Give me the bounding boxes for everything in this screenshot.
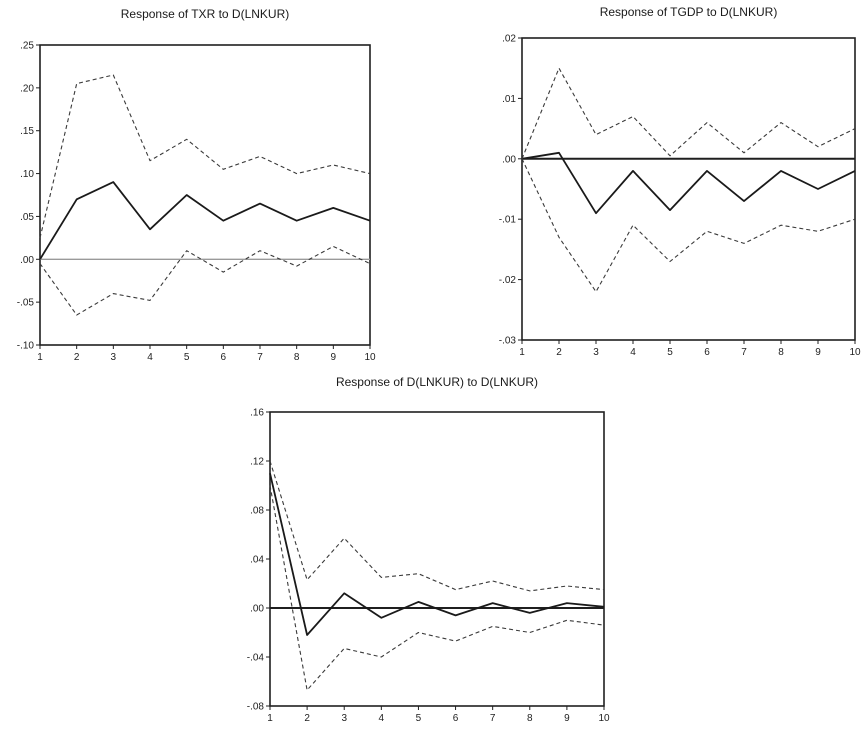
x-tick-label: 9 <box>564 713 570 724</box>
x-tick-label: 3 <box>111 352 117 363</box>
chart-panel-2: Response of TGDP to D(LNKUR) .02 .01 .00 -.0… <box>499 5 861 358</box>
x-tick-label: 7 <box>257 352 263 363</box>
response-line <box>521 151 856 215</box>
y-tick-label: .20 <box>20 83 34 94</box>
response-line <box>269 473 605 636</box>
chart-panel-1: Response of TXR to D(LNKUR) .25 .20 .15 .10.… <box>17 7 376 363</box>
y-tick-label: .01 <box>502 94 516 105</box>
x-tick-label: 9 <box>815 347 821 358</box>
y-tick-label: -.05 <box>17 298 35 309</box>
x-tick-label: 1 <box>37 352 43 363</box>
lower-band-line <box>521 158 856 293</box>
y-tick-label: .02 <box>502 34 516 45</box>
response-line <box>39 181 371 260</box>
y-tick-label: .25 <box>20 41 34 52</box>
plot-frame <box>521 37 856 341</box>
x-tick-label: 5 <box>184 352 190 363</box>
x-tick-label: 6 <box>704 347 710 358</box>
y-tick-label: .04 <box>250 555 264 566</box>
y-tick-label: -.08 <box>247 702 265 713</box>
y-tick-label: .00 <box>250 604 264 615</box>
lower-band-line <box>269 485 605 691</box>
x-tick-label: 6 <box>453 713 459 724</box>
upper-band-line <box>521 67 856 160</box>
x-tick-label: 1 <box>519 347 525 358</box>
y-tick-label: -.01 <box>499 215 517 226</box>
upper-band-line <box>39 74 371 239</box>
chart-title: Response of TGDP to D(LNKUR) <box>600 5 778 19</box>
x-tick-label: 2 <box>304 713 310 724</box>
x-tick-label: 2 <box>74 352 80 363</box>
plot-frame <box>269 411 605 707</box>
y-tick-label: .16 <box>250 408 264 419</box>
y-tick-label: .12 <box>250 457 264 468</box>
plot-frame <box>39 44 371 346</box>
x-tick-label: 4 <box>379 713 385 724</box>
x-tick-label: 10 <box>849 347 861 358</box>
x-tick-label: 5 <box>416 713 422 724</box>
y-tick-label: .00 <box>20 255 34 266</box>
chart-panel-3: Response of D(LNKUR) to D(LNKUR) .16 .12 .0… <box>247 375 610 724</box>
lower-band-line <box>39 245 371 316</box>
y-tick-label: .15 <box>20 126 34 137</box>
y-tick-label: -.03 <box>499 336 517 347</box>
y-tick-label: .08 <box>250 506 264 517</box>
y-tick-label: -.02 <box>499 275 517 286</box>
y-tick-label: .10 <box>20 169 34 180</box>
chart-title: Response of TXR to D(LNKUR) <box>121 7 290 21</box>
x-tick-label: 1 <box>267 713 273 724</box>
x-tick-label: 3 <box>593 347 599 358</box>
upper-band-line <box>269 460 605 592</box>
x-tick-label: 8 <box>778 347 784 358</box>
x-tick-label: 4 <box>147 352 153 363</box>
x-tick-label: 9 <box>331 352 337 363</box>
x-tick-label: 3 <box>341 713 347 724</box>
y-tick-label: .05 <box>20 212 34 223</box>
y-tick-label: .00 <box>502 154 516 165</box>
x-tick-label: 10 <box>364 352 376 363</box>
x-tick-label: 4 <box>630 347 636 358</box>
chart-title: Response of D(LNKUR) to D(LNKUR) <box>336 375 538 389</box>
y-tick-label: -.04 <box>247 653 265 664</box>
x-tick-label: 8 <box>527 713 533 724</box>
x-tick-label: 6 <box>221 352 227 363</box>
x-tick-label: 2 <box>556 347 562 358</box>
y-tick-label: -.10 <box>17 341 35 352</box>
x-tick-label: 8 <box>294 352 300 363</box>
x-tick-label: 7 <box>741 347 747 358</box>
x-tick-label: 5 <box>667 347 673 358</box>
x-tick-label: 7 <box>490 713 496 724</box>
x-tick-label: 10 <box>598 713 610 724</box>
